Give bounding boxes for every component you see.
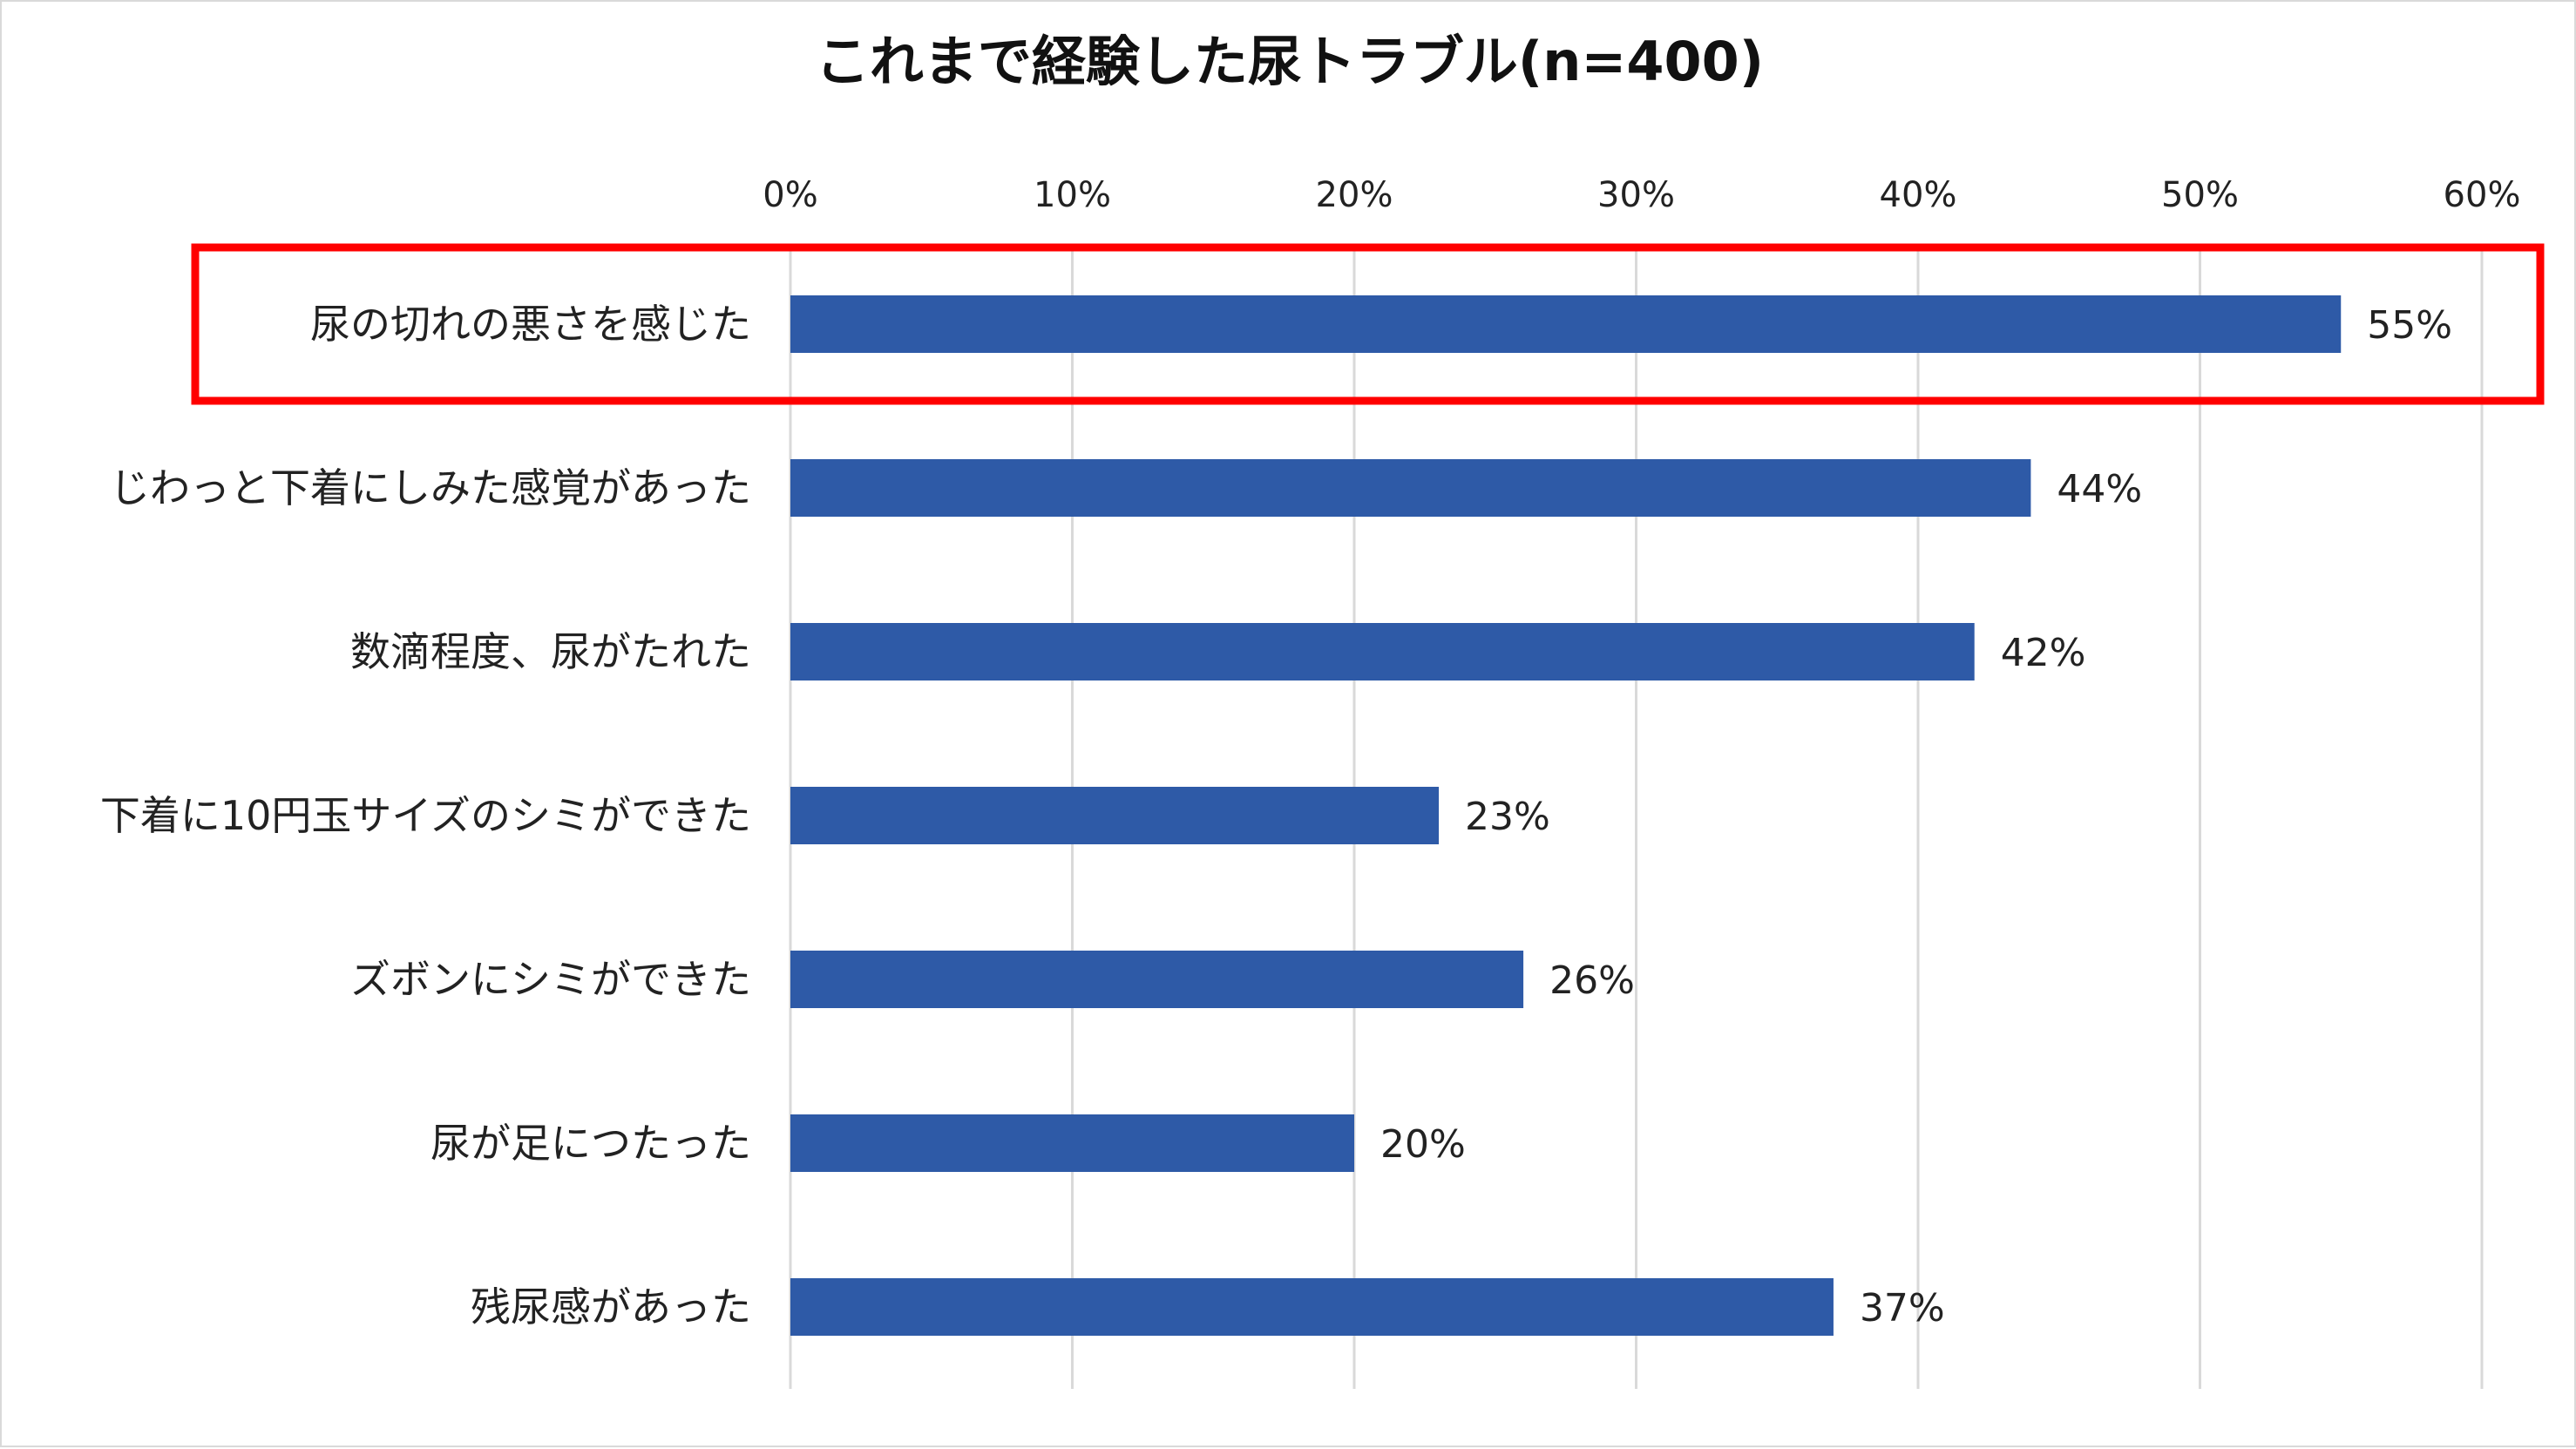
- highlight-box: [191, 243, 2545, 405]
- category-label: 下着に10円玉サイズのシミができた: [100, 792, 751, 839]
- bar: [790, 787, 1440, 844]
- data-label: 44%: [2057, 467, 2142, 511]
- category-label: じわっと下着にしみた感覚があった: [110, 464, 751, 511]
- data-label: 20%: [1380, 1122, 1466, 1167]
- category-label: 残尿感があった: [471, 1283, 751, 1331]
- x-tick-label: 0%: [763, 175, 817, 215]
- category-label: 数滴程度、尿がたれた: [350, 628, 751, 675]
- bar: [790, 1278, 1834, 1336]
- x-tick-label: 30%: [1597, 175, 1675, 215]
- bars: [790, 295, 2342, 1336]
- category-labels: 尿の切れの悪さを感じたじわっと下着にしみた感覚があった数滴程度、尿がたれた下着に…: [100, 301, 751, 1331]
- bar: [790, 951, 1524, 1008]
- category-label: ズボンにシミができた: [350, 956, 751, 1003]
- bar: [790, 295, 2342, 353]
- data-label: 42%: [2001, 631, 2086, 675]
- category-label: 尿が足につたった: [430, 1120, 751, 1167]
- x-tick-label: 40%: [1880, 175, 1957, 215]
- bar: [790, 623, 1975, 680]
- data-label: 23%: [1465, 795, 1550, 839]
- x-tick-label: 10%: [1034, 175, 1111, 215]
- x-tick-label: 20%: [1316, 175, 1393, 215]
- data-label: 26%: [1549, 958, 1635, 1003]
- value-labels: 55% 44% 42% 23% 26% 20% 37%: [1380, 303, 2452, 1331]
- x-tick-label: 50%: [2161, 175, 2239, 215]
- chart-title: これまで経験した尿トラブル(n=400): [816, 30, 1764, 93]
- x-tick-label: 60%: [2444, 175, 2521, 215]
- x-axis-ticks: 0% 10% 20% 30% 40% 50% 60%: [763, 175, 2520, 215]
- data-label: 37%: [1860, 1286, 1945, 1331]
- bar: [790, 459, 2031, 517]
- category-label: 尿の切れの悪さを感じた: [310, 301, 751, 348]
- bar: [790, 1114, 1354, 1172]
- data-label: 55%: [2367, 303, 2452, 348]
